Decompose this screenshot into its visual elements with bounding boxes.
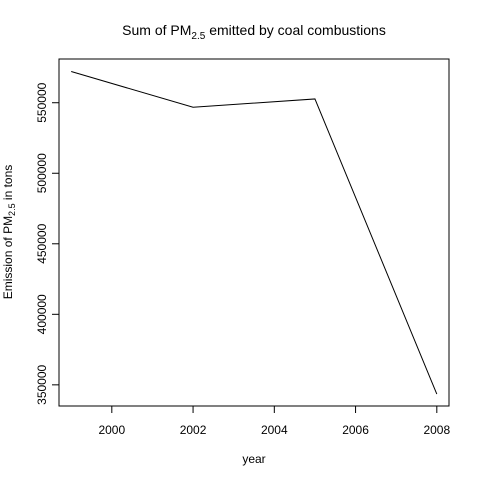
y-axis-label: Emission of PM2.5 in tons bbox=[1, 165, 17, 300]
chart-title-suffix: emitted by coal combustions bbox=[205, 22, 386, 38]
y-tick-label: 350000 bbox=[35, 364, 49, 404]
x-tick-label: 2006 bbox=[342, 423, 369, 437]
x-tick-label: 2000 bbox=[98, 423, 125, 437]
y-tick-label: 450000 bbox=[35, 223, 49, 263]
plot-frame bbox=[59, 59, 449, 406]
y-tick-label: 400000 bbox=[35, 294, 49, 334]
x-axis-label: year bbox=[242, 452, 265, 466]
y-axis: 350000 400000 450000 500000 550000 bbox=[35, 82, 59, 404]
y-axis-label-prefix: Emission of PM bbox=[1, 216, 15, 299]
x-tick-label: 2004 bbox=[261, 423, 288, 437]
chart-title: Sum of PM2.5 emitted by coal combustions bbox=[122, 22, 386, 42]
series-line bbox=[71, 72, 437, 395]
x-tick-label: 2002 bbox=[180, 423, 207, 437]
x-tick-label: 2008 bbox=[423, 423, 450, 437]
y-tick-label: 500000 bbox=[35, 153, 49, 193]
chart-title-prefix: Sum of PM bbox=[122, 22, 191, 38]
y-axis-label-subscript: 2.5 bbox=[7, 203, 17, 216]
x-axis: 2000 2002 2004 2006 2008 bbox=[98, 406, 450, 437]
y-tick-label: 550000 bbox=[35, 82, 49, 122]
chart-title-subscript: 2.5 bbox=[191, 31, 205, 42]
y-axis-label-suffix: in tons bbox=[1, 165, 15, 204]
